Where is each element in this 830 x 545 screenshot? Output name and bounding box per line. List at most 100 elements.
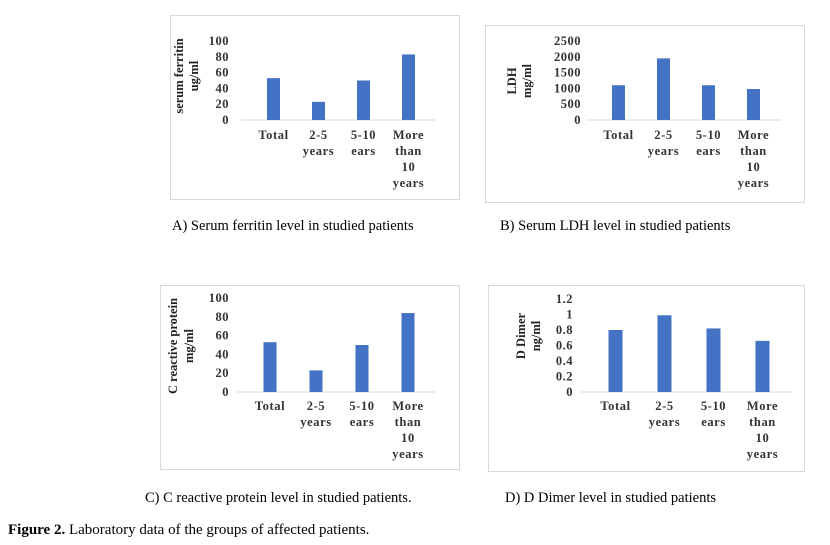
y-axis-label: serum ferritin <box>172 38 186 113</box>
y-tick-label: 0 <box>566 385 573 399</box>
category-label: 2-5 <box>307 399 325 413</box>
category-label: 5-10 <box>349 399 374 413</box>
caption-a: A) Serum ferritin level in studied patie… <box>172 218 414 234</box>
chart-c-svg: 100 80 60 40 20 0 Total 2-5 years 5-10 ears More tha… <box>166 291 436 461</box>
y-tick-label: 100 <box>209 34 229 48</box>
y-axis-unit-label: mg/ml <box>182 328 196 363</box>
category-label: than <box>395 144 422 158</box>
y-axis-label: C reactive protein <box>166 298 180 394</box>
category-label: ears <box>701 415 726 429</box>
category-label: ears <box>696 144 721 158</box>
chart-panel-b: 2500 2000 1500 1000 500 0 Total 2-5 years 5-10 ear… <box>485 25 805 203</box>
category-label: Total <box>600 399 630 413</box>
y-tick-label: 0 <box>574 113 581 127</box>
y-axis-unit-label: ug/ml <box>187 60 201 91</box>
category-label: Total <box>258 128 288 142</box>
category-label: years <box>392 447 423 461</box>
category-label: Total <box>255 399 285 413</box>
y-axis-label: LDH <box>505 67 519 94</box>
category-label: 10 <box>747 160 761 174</box>
y-tick-label: 20 <box>216 97 230 111</box>
category-label: years <box>747 447 778 461</box>
bar <box>608 330 623 392</box>
bar <box>309 370 323 392</box>
category-label: than <box>740 144 767 158</box>
y-tick-label: 60 <box>216 66 230 80</box>
y-tick-label: 2500 <box>554 34 581 48</box>
chart-d-svg: 1.2 10.8 0.60.4 0.20 Total 2-5 years 5-10 ears Mo… <box>514 292 792 461</box>
y-tick-label: 0.4 <box>556 354 573 368</box>
y-tick-label: 80 <box>216 310 230 324</box>
category-label: 10 <box>756 431 770 445</box>
bar <box>357 80 370 120</box>
figure-label: Figure 2. <box>8 522 66 538</box>
category-label: 10 <box>402 160 416 174</box>
bar <box>657 315 672 392</box>
chart-panel-c: 100 80 60 40 20 0 Total 2-5 years 5-10 ears More tha… <box>160 285 460 470</box>
category-label: years <box>303 144 334 158</box>
caption-b: B) Serum LDH level in studied patients <box>500 218 731 234</box>
category-label: years <box>738 176 769 190</box>
y-axis-unit-label: ng/ml <box>529 320 543 351</box>
y-tick-label: 500 <box>561 97 581 111</box>
category-label: years <box>648 144 679 158</box>
bar <box>612 85 625 120</box>
category-label: More <box>738 128 769 142</box>
chart-panel-d: 1.2 1 0.8 0.6 0.4 0.2 0 Total 2-5 years 5-10 ears Mo… <box>488 285 805 472</box>
category-label: Total <box>603 128 633 142</box>
category-label: years <box>393 176 424 190</box>
y-axis-unit-label: mg/ml <box>520 63 534 98</box>
category-label: More <box>392 399 423 413</box>
bar <box>355 345 369 392</box>
category-label: More <box>393 128 424 142</box>
bar <box>706 328 721 392</box>
category-label: 2-5 <box>654 128 672 142</box>
bar <box>312 101 325 120</box>
y-tick-label: 0.8 <box>556 323 573 337</box>
y-tick-label: 40 <box>216 347 230 361</box>
bar <box>401 313 415 392</box>
y-tick-label: 0.6 <box>556 339 573 353</box>
bar <box>702 85 715 120</box>
category-label: 2-5 <box>655 399 673 413</box>
category-label: More <box>747 399 778 413</box>
bar <box>267 78 280 120</box>
bar <box>755 340 770 392</box>
chart-panel-a: 100 80 60 40 20 0 Total 2-5 years 5-10 ears More tha… <box>170 15 460 200</box>
bar <box>263 342 277 392</box>
y-tick-label: 80 <box>216 50 230 64</box>
category-label: 2-5 <box>309 128 327 142</box>
figure-caption: Figure 2. Laboratory data of the groups … <box>8 522 369 539</box>
y-tick-label: 0.2 <box>556 370 573 384</box>
bar <box>657 58 670 120</box>
y-tick-label: 1 <box>566 308 573 322</box>
category-label: years <box>649 415 680 429</box>
category-label: than <box>749 415 776 429</box>
y-tick-label: 20 <box>216 366 230 380</box>
y-tick-label: 0 <box>222 113 229 127</box>
y-axis-label: D Dimer <box>514 312 528 359</box>
category-label: 5-10 <box>696 128 721 142</box>
caption-d: D) D Dimer level in studied patients <box>505 490 717 506</box>
category-label: years <box>300 415 331 429</box>
y-tick-label: 1.2 <box>556 292 573 306</box>
category-label: 5-10 <box>701 399 726 413</box>
y-tick-label: 60 <box>216 329 230 343</box>
y-tick-label: 1000 <box>554 81 581 95</box>
bar <box>747 89 760 120</box>
caption-c: C) C reactive protein level in studied p… <box>145 490 412 506</box>
category-label: 10 <box>401 431 415 445</box>
category-label: 5-10 <box>351 128 376 142</box>
y-tick-label: 100 <box>209 291 229 305</box>
y-tick-label: 2000 <box>554 50 581 64</box>
y-tick-label: 40 <box>216 81 230 95</box>
bar <box>402 54 415 120</box>
y-tick-label: 0 <box>222 385 229 399</box>
figure-text: Laboratory data of the groups of affecte… <box>65 522 370 538</box>
category-label: ears <box>350 415 375 429</box>
y-tick-label: 1500 <box>554 66 581 80</box>
category-label: ears <box>351 144 376 158</box>
category-label: than <box>395 415 422 429</box>
